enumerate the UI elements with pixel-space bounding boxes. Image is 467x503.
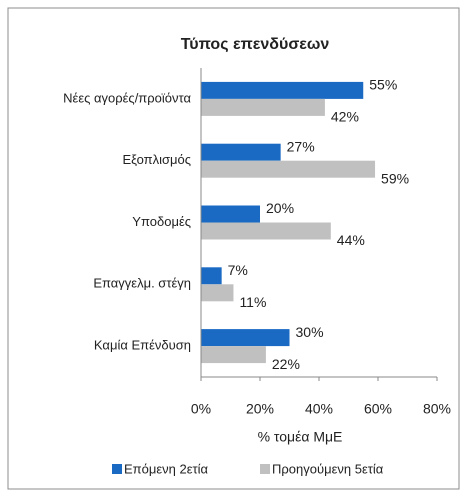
bar bbox=[201, 81, 364, 99]
legend-swatch bbox=[260, 464, 270, 474]
y-tick-label: Νέες αγορές/προϊόντα bbox=[63, 90, 191, 105]
legend-label: Προηγούμενη 5ετία bbox=[272, 461, 384, 476]
x-tick-label: 0% bbox=[191, 401, 211, 417]
bar bbox=[201, 222, 331, 240]
y-tick-label: Επαγγελμ. στέγη bbox=[93, 276, 191, 291]
value-label: 42% bbox=[331, 109, 359, 125]
value-label: 11% bbox=[239, 294, 266, 310]
x-tick-label: 60% bbox=[364, 401, 392, 417]
y-tick-label: Εξοπλισμός bbox=[122, 152, 191, 167]
value-label: 27% bbox=[287, 138, 315, 154]
x-axis-label: % τομέα ΜμΕ bbox=[258, 429, 343, 445]
value-label: 20% bbox=[266, 200, 294, 216]
value-label: 59% bbox=[381, 170, 409, 186]
bar bbox=[201, 284, 234, 302]
y-tick-label: Υποδομές bbox=[132, 214, 191, 229]
value-label: 22% bbox=[272, 356, 300, 372]
legend-swatch bbox=[112, 464, 122, 474]
bar bbox=[201, 267, 222, 285]
x-tick-label: 80% bbox=[423, 401, 451, 417]
value-label: 44% bbox=[337, 232, 365, 248]
value-label: 7% bbox=[228, 262, 248, 278]
bar bbox=[201, 160, 376, 178]
y-tick-label: Καμία Επένδυση bbox=[94, 338, 191, 353]
value-label: 55% bbox=[369, 77, 397, 93]
legend-label: Επόμενη 2ετία bbox=[124, 461, 209, 476]
bar bbox=[201, 329, 290, 347]
x-tick-label: 20% bbox=[246, 401, 274, 417]
bar bbox=[201, 205, 260, 223]
bar bbox=[201, 346, 266, 364]
chart-title: Τύπος επενδύσεων bbox=[181, 36, 330, 53]
bar bbox=[201, 143, 281, 161]
value-label: 30% bbox=[296, 324, 324, 340]
bar bbox=[201, 98, 325, 116]
x-tick-label: 40% bbox=[305, 401, 333, 417]
